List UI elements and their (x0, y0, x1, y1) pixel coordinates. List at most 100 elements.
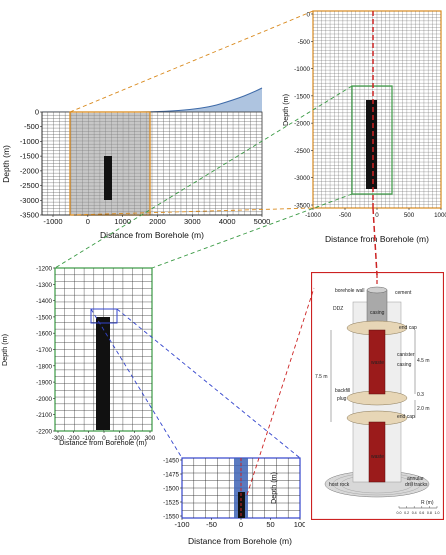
label-end-cap-1: end cap (399, 325, 417, 331)
panel-c-y-tick-label: -1600 (36, 331, 52, 338)
panel-c-y-tick-label: -1900 (36, 380, 52, 387)
panel-b-ylabel: Depth (m) (281, 94, 290, 126)
panel-c-y-tick-label: -2200 (36, 429, 52, 436)
panel-a-y-tick-label: -2000 (20, 166, 39, 175)
label-annular: annular (407, 476, 424, 482)
panel-d-y-tick-label: -1500 (163, 486, 179, 493)
top-casing-cylinder (366, 289, 388, 327)
scale-tick-label: 0.0 (397, 511, 402, 515)
label-waste-2: waste (371, 454, 384, 460)
panel-c-ylabel: Depth (m) (0, 334, 9, 366)
panel-d-x-tick-label: 50 (266, 520, 274, 529)
panel-b-xlabel: Distance from Borehole (m) (325, 234, 429, 244)
panel-a-y-tick-label: -3500 (20, 211, 39, 220)
scale-tick-label: 1.0 (435, 511, 440, 515)
terrain-surface (42, 88, 262, 112)
label-length-total: 7.5 m (315, 374, 328, 380)
panel-b-y-tick-label: -2000 (294, 121, 310, 128)
panel-a-x-tick-label: 5000 (254, 217, 271, 226)
panel-b-y-tick-label: 0 (307, 12, 311, 19)
label-length-cap: 0.3 (417, 392, 424, 398)
panel-c-repository-zoom: -1200 -1300 -1400 -1500 -1600 -1700 -1800 -1900… (0, 262, 170, 448)
scale-label: R (m) (421, 500, 434, 506)
panel-d-x-tick-label: -100 (174, 520, 189, 529)
panel-c-x-tick-label: -200 (67, 435, 80, 442)
label-borehole-wall: borehole wall (335, 288, 364, 294)
panel-c-y-tick-label: -1500 (36, 314, 52, 321)
panel-c-x-tick-label: -300 (52, 435, 65, 442)
panel-c-svg: -1200 -1300 -1400 -1500 -1600 -1700 -1800 -1900… (0, 266, 156, 448)
panel-c-waste-column (96, 317, 110, 430)
panel-b-x-tick-label: 0 (375, 212, 379, 219)
panel-d-xlabel: Distance from Borehole (m) (188, 536, 292, 546)
canister-upper (368, 329, 386, 395)
scale-tick-label: 0.2 (404, 511, 409, 515)
label-length-plug: 2.0 m (417, 406, 430, 412)
panel-d-y-tick-label: -1525 (163, 500, 179, 507)
scale-tick-label: 0.4 (412, 511, 417, 515)
panel-a-svg: 0 -500 -1000 -1500 -2000 -2500 -3000 -3500 -100… (1, 87, 271, 240)
canister-lower (368, 421, 386, 483)
panel-d-x-tick-label: -50 (206, 520, 217, 529)
label-waste-1: waste (371, 360, 384, 366)
label-plug: plug (337, 396, 347, 402)
panel-b-x-tick-label: 500 (404, 212, 415, 219)
panel-d-svg: -1450-1475-1500-1525-1550 -100 -50 0 50 100 … (163, 457, 306, 546)
scale-tick-label: 0.6 (419, 511, 424, 515)
panel-a-x-tick-label: -1000 (43, 217, 62, 226)
panel-c-y-tick-label: -1700 (36, 347, 52, 354)
panel-a-x-tick-label: 1000 (114, 217, 131, 226)
panel-a-full-domain-mesh: 0 -500 -1000 -1500 -2000 -2500 -3000 -3500 -100… (0, 80, 280, 245)
panel-a-y-tick-label: 0 (35, 108, 39, 117)
panel-d-detail-zoom: -1450 -1475 -1500 -1525 -1550 -100 -50 0 50 100 … (140, 450, 306, 550)
label-ddz: DDZ (333, 306, 343, 312)
panel-c-y-tick-label: -1300 (36, 282, 52, 289)
panel-b-y-tick-label: -2500 (294, 148, 310, 155)
panel-a-y-tick-label: -3000 (20, 196, 39, 205)
label-casing-mid: casing (397, 362, 412, 368)
label-end-cap-2: end cap (397, 414, 415, 420)
panel-e-canister-schematic: borehole wall cement casing DDZ end cap … (310, 271, 445, 521)
panel-c-y-tick-label: -2100 (36, 412, 52, 419)
panel-a-y-tick-label: -1500 (20, 152, 39, 161)
panel-c-xlabel: Distance from Borehole (m) (59, 438, 147, 447)
panel-c-x-tick-label: -100 (82, 435, 95, 442)
panel-d-x-tick-label: 100 (294, 520, 305, 529)
panel-a-x-tick-label: 2000 (149, 217, 166, 226)
panel-b-x-tick-label: 1000 (434, 212, 446, 219)
label-canister: canister (397, 352, 415, 358)
panel-b-x-tick-label: -1000 (305, 212, 321, 219)
panel-d-ylabel: Depth (m) (269, 472, 278, 504)
panel-b-y-tick-label: -1500 (294, 93, 310, 100)
panel-a-xlabel: Distance from Borehole (m) (100, 230, 204, 240)
label-backfill: backfill (335, 388, 350, 394)
panel-d-y-tick-label: -1475 (163, 472, 179, 479)
label-cement: cement (395, 290, 412, 296)
label-drill-tracks: drill tracks (405, 482, 428, 488)
panel-c-y-tick-label: -1800 (36, 363, 52, 370)
label-casing-top: casing (370, 310, 385, 316)
panel-c-y-tick-label: -1200 (36, 266, 52, 273)
panel-d-y-tick-label: -1550 (163, 514, 179, 521)
panel-d-x-tick-label: 0 (239, 520, 243, 529)
label-length-canister: 4.5 m (417, 358, 430, 364)
panel-b-svg: 0 -500 -1000 -1500 -2000 -2500 -3000 -3500 -100… (281, 10, 446, 244)
panel-a-y-tick-label: -1000 (20, 137, 39, 146)
panel-b-waste-column (366, 100, 377, 189)
panel-a-x-tick-label: 0 (86, 217, 90, 226)
panel-a-x-tick-label: 3000 (184, 217, 201, 226)
panel-c-y-tick-label: -1400 (36, 298, 52, 305)
label-host-rock: host rock (329, 482, 350, 488)
panel-b-x-tick-label: -500 (339, 212, 352, 219)
panel-a-x-tick-label: 4000 (219, 217, 236, 226)
panel-c-y-tick-label: -2000 (36, 396, 52, 403)
panel-a-y-tick-label: -2500 (20, 181, 39, 190)
panel-b-y-tick-label: -3000 (294, 175, 310, 182)
scale-tick-label: 0.8 (427, 511, 432, 515)
panel-d-y-tick-label: -1450 (163, 458, 179, 465)
panel-b-borehole-zoom: 0 -500 -1000 -1500 -2000 -2500 -3000 -3500 -100… (280, 0, 446, 250)
panel-a-ylabel: Depth (m) (1, 145, 11, 183)
panel-b-y-tick-label: -3500 (294, 203, 310, 210)
panel-e-svg: borehole wall cement casing DDZ end cap … (310, 271, 445, 521)
panel-a-y-tick-label: -500 (24, 122, 39, 131)
